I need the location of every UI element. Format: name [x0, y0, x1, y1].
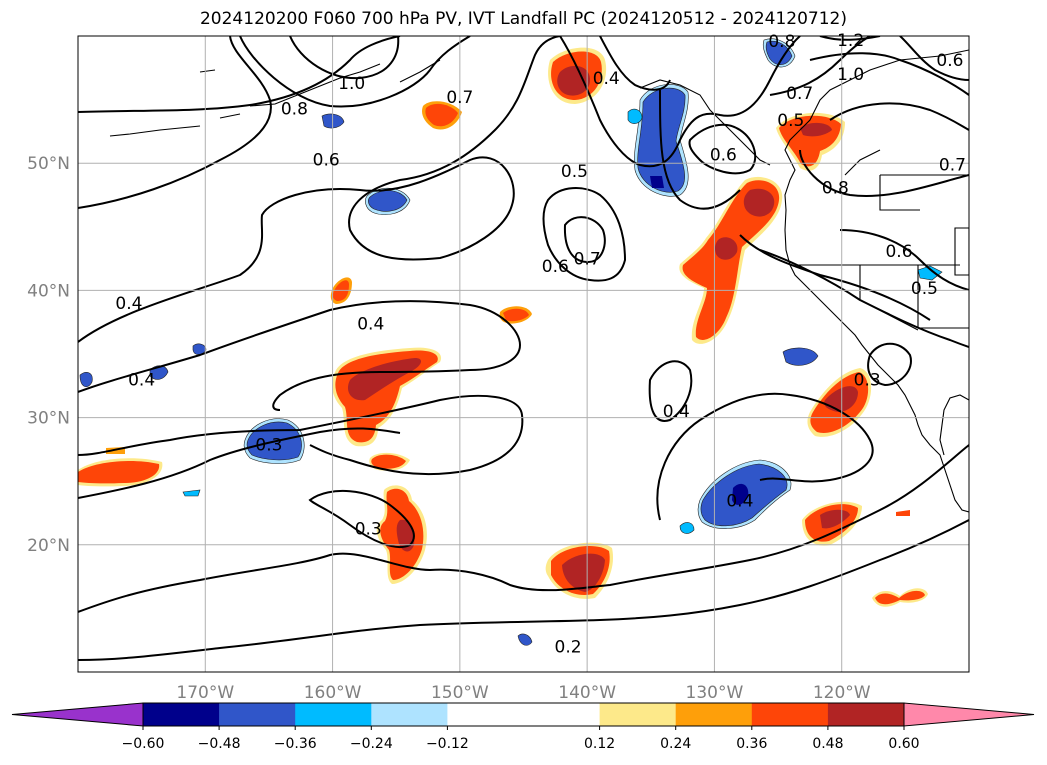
contour-label: 0.8	[768, 32, 795, 52]
contour-label: 0.4	[128, 370, 155, 390]
contour-label: 0.8	[822, 178, 849, 198]
contour-label: 0.4	[726, 491, 753, 511]
colorbar-tick-label: −0.36	[274, 736, 317, 752]
map-frame	[77, 35, 970, 673]
contour-label: 1.2	[837, 31, 864, 51]
contour-label: 0.4	[357, 314, 384, 334]
colorbar-tick-label: −0.60	[122, 736, 165, 752]
contour-label: 1.0	[338, 74, 365, 94]
contour-label: 0.6	[710, 145, 737, 165]
contour-label: 0.3	[854, 370, 881, 390]
pv-shading	[78, 38, 943, 646]
contour-label: 0.5	[777, 111, 804, 131]
latitude-labels: 50°N 40°N 30°N 20°N	[27, 154, 70, 556]
contour-label: 0.3	[355, 519, 382, 539]
colorbar-bin	[295, 703, 372, 726]
contour-label: 0.4	[115, 294, 142, 314]
pv-contours	[78, 36, 969, 661]
colorbar-tick-label: 0.48	[812, 736, 843, 752]
colorbar-frame	[142, 702, 905, 727]
colorbar-bin	[523, 703, 601, 726]
colorbar-bin	[447, 703, 524, 726]
lat-label: 40°N	[27, 281, 70, 301]
lat-label: 50°N	[27, 154, 70, 174]
contour-labels: 1.00.80.70.60.40.50.70.61.21.00.80.70.50…	[115, 31, 966, 658]
lon-label: 160°W	[304, 683, 362, 703]
map-gridlines	[78, 36, 969, 672]
colorbar-bin	[751, 703, 829, 726]
colorbar-tick-label: 0.24	[660, 736, 691, 752]
longitude-labels: 170°W 160°W 150°W 140°W 130°W 120°W	[176, 683, 870, 703]
map-title: 2024120200 F060 700 hPa PV, IVT Landfall…	[199, 9, 847, 29]
colorbar-bin	[371, 703, 448, 726]
contour-label: 0.3	[255, 435, 282, 455]
colorbar-bin	[219, 703, 296, 726]
contour-label: 0.7	[574, 250, 601, 270]
colorbar-tick-label: 0.36	[736, 736, 767, 752]
lon-label: 170°W	[176, 683, 234, 703]
colorbar-over-extension	[903, 702, 1035, 727]
contour-label: 1.0	[837, 65, 864, 85]
colorbar-tick-label: −0.12	[426, 736, 469, 752]
lon-label: 150°W	[431, 683, 489, 703]
contour-label: 0.7	[786, 84, 813, 104]
lon-label: 140°W	[558, 683, 616, 703]
colorbar-bin	[143, 703, 220, 726]
contour-label: 0.2	[555, 638, 582, 658]
contour-label: 0.6	[313, 150, 340, 170]
colorbar-bin	[675, 703, 753, 726]
contour-label: 0.6	[936, 51, 963, 71]
contour-label: 0.5	[911, 279, 938, 299]
colorbar-tick-label: 0.12	[584, 736, 615, 752]
lat-label: 20°N	[27, 536, 70, 556]
contour-label: 0.4	[663, 402, 690, 422]
contour-label: 0.7	[939, 155, 966, 175]
colorbar: −0.60 −0.48 −0.36 −0.24 −0.12 0.12 0.24 0.36 0.4…	[11, 702, 1035, 752]
contour-label: 0.7	[446, 88, 473, 108]
contour-label: 0.4	[593, 69, 620, 89]
colorbar-tick-label: −0.48	[198, 736, 241, 752]
contour-label: 0.6	[542, 257, 569, 277]
contour-label: 0.8	[281, 100, 308, 120]
lat-label: 30°N	[27, 409, 70, 429]
lon-label: 130°W	[686, 683, 744, 703]
colorbar-under-extension	[11, 702, 144, 727]
contour-label: 0.6	[885, 242, 912, 262]
colorbar-bin	[827, 703, 905, 726]
colorbar-tick-label: 0.60	[888, 736, 919, 752]
contour-label: 0.5	[561, 162, 588, 182]
colorbar-tick-label: −0.24	[350, 736, 393, 752]
lon-label: 120°W	[813, 683, 871, 703]
colorbar-bin	[599, 703, 677, 726]
